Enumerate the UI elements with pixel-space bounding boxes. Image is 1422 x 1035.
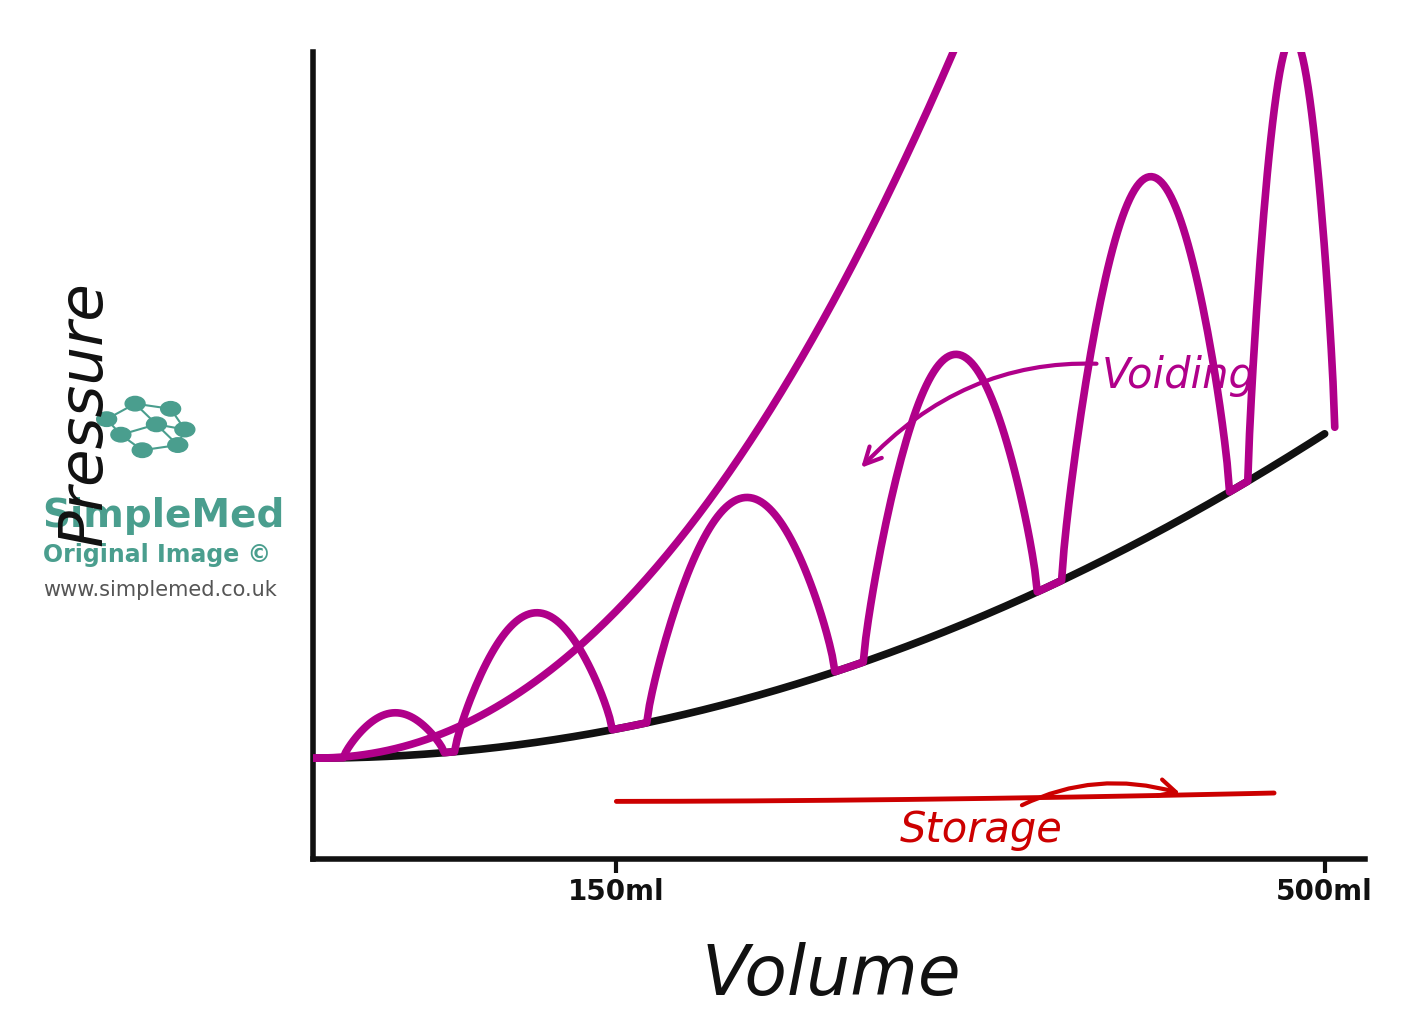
Circle shape bbox=[132, 443, 152, 457]
Circle shape bbox=[125, 396, 145, 411]
Text: SimpleMed: SimpleMed bbox=[43, 497, 284, 535]
Text: Voiding: Voiding bbox=[865, 355, 1256, 465]
Circle shape bbox=[146, 417, 166, 432]
Text: Pressure: Pressure bbox=[55, 282, 115, 546]
Text: Original Image ©: Original Image © bbox=[43, 543, 270, 567]
Circle shape bbox=[168, 438, 188, 452]
Circle shape bbox=[111, 427, 131, 442]
Circle shape bbox=[97, 412, 117, 426]
Circle shape bbox=[175, 422, 195, 437]
Text: Volume: Volume bbox=[702, 942, 961, 1009]
Text: www.simplemed.co.uk: www.simplemed.co.uk bbox=[43, 580, 276, 599]
Circle shape bbox=[161, 402, 181, 416]
Text: Storage: Storage bbox=[900, 779, 1176, 851]
